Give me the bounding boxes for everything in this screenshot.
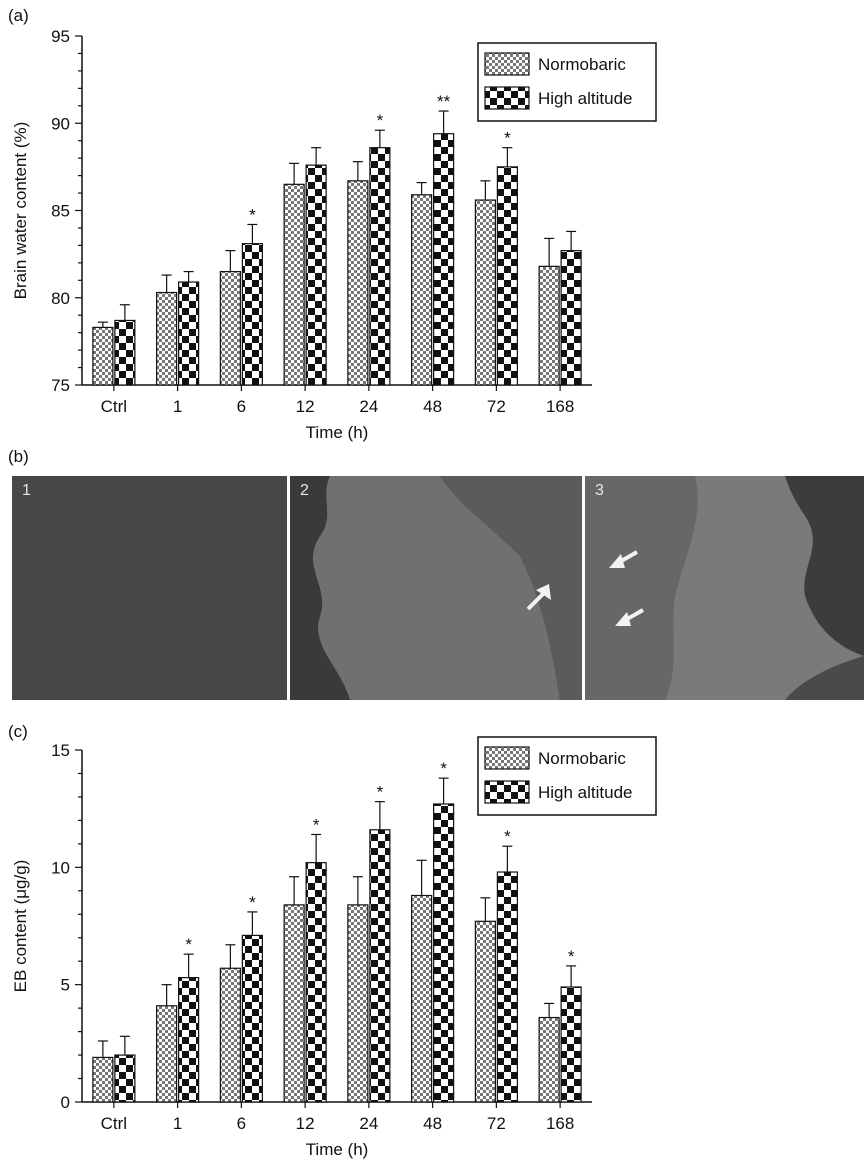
micrograph-2-label: 2 <box>300 482 309 499</box>
significance-marker: * <box>313 815 320 834</box>
significance-marker: * <box>249 205 256 224</box>
significance-marker: ** <box>437 92 451 111</box>
significance-marker: * <box>504 827 511 846</box>
x-tick-label: 1 <box>173 397 182 416</box>
bar-high-altitude <box>433 133 455 386</box>
significance-marker: * <box>377 111 384 130</box>
x-tick-label: 1 <box>173 1114 182 1133</box>
arrow-icon <box>609 550 638 568</box>
micrograph-1-label: 1 <box>22 482 31 499</box>
legend-swatch <box>484 780 530 804</box>
y-tick-label: 5 <box>61 976 70 995</box>
x-tick-label: 168 <box>546 397 574 416</box>
bar-high-altitude <box>496 166 518 386</box>
panel-label-a: (a) <box>8 6 29 25</box>
bar-high-altitude <box>178 977 200 1103</box>
x-axis-label: Time (h) <box>306 1140 369 1159</box>
bar-normobaric <box>538 1016 560 1103</box>
bar-normobaric <box>283 183 305 386</box>
x-tick-label: 48 <box>423 1114 442 1133</box>
legend-label: Normobaric <box>538 55 626 74</box>
panel-label-b: (b) <box>8 447 29 466</box>
bar-normobaric <box>219 270 241 386</box>
micrograph-1-image <box>12 476 287 700</box>
arrow-icon <box>526 584 551 611</box>
y-tick-label: 10 <box>51 858 70 877</box>
bar-high-altitude <box>496 871 518 1103</box>
micrograph-strip: 1 2 3 <box>0 476 864 700</box>
x-tick-label: 48 <box>423 397 442 416</box>
bar-normobaric <box>283 904 305 1103</box>
bar-normobaric <box>219 967 241 1103</box>
significance-marker: * <box>504 129 511 148</box>
y-tick-label: 95 <box>51 27 70 46</box>
legend-label: Normobaric <box>538 749 626 768</box>
x-tick-label: 12 <box>296 397 315 416</box>
legend-label: High altitude <box>538 783 633 802</box>
y-axis-label: Brain water content (%) <box>11 122 30 300</box>
bar-high-altitude <box>305 164 327 386</box>
x-tick-label: 6 <box>237 1114 246 1133</box>
bar-high-altitude <box>178 281 200 386</box>
y-tick-label: 80 <box>51 289 70 308</box>
y-tick-label: 75 <box>51 376 70 395</box>
arrow-icon <box>615 608 644 626</box>
x-tick-label: Ctrl <box>101 1114 127 1133</box>
bar-normobaric <box>347 180 369 386</box>
y-axis-label: EB content (μg/g) <box>11 860 30 993</box>
bar-normobaric <box>156 291 178 386</box>
bar-normobaric <box>411 194 433 386</box>
bar-high-altitude <box>433 803 455 1103</box>
bar-normobaric <box>92 1056 114 1103</box>
x-tick-label: 72 <box>487 397 506 416</box>
bar-normobaric <box>538 265 560 386</box>
bar-high-altitude <box>369 147 391 386</box>
micrograph-2: 2 <box>290 476 582 700</box>
brain-water-chart: 75 80 85 90 95 Ctrl 1 6 * 12 24 * 48 ** 72 * 168 Time (h)… <box>11 27 657 442</box>
bar-high-altitude <box>369 829 391 1103</box>
legend-swatch <box>484 86 530 110</box>
significance-marker: * <box>185 935 192 954</box>
x-tick-label: 24 <box>359 1114 378 1133</box>
bar-normobaric <box>474 920 496 1103</box>
x-tick-label: 72 <box>487 1114 506 1133</box>
bar-high-altitude <box>114 319 136 386</box>
bar-high-altitude <box>560 986 582 1103</box>
bar-normobaric <box>474 199 496 386</box>
significance-marker: * <box>249 893 256 912</box>
micrograph-2-image <box>290 476 582 700</box>
x-tick-label: Ctrl <box>101 397 127 416</box>
legend-swatch <box>484 746 530 770</box>
x-tick-label: 6 <box>237 397 246 416</box>
significance-marker: * <box>440 759 447 778</box>
bar-high-altitude <box>560 250 582 386</box>
bar-high-altitude <box>305 862 327 1103</box>
micrograph-3-label: 3 <box>595 482 604 499</box>
y-tick-label: 0 <box>61 1093 70 1112</box>
legend-label: High altitude <box>538 89 633 108</box>
bar-normobaric <box>156 1005 178 1103</box>
bar-high-altitude <box>241 243 263 386</box>
x-tick-label: 168 <box>546 1114 574 1133</box>
bar-normobaric <box>347 904 369 1103</box>
micrograph-3: 3 <box>585 476 864 700</box>
x-axis-label: Time (h) <box>306 423 369 442</box>
panel-label-c: (c) <box>8 722 28 741</box>
y-tick-label: 85 <box>51 202 70 221</box>
legend-swatch <box>484 52 530 76</box>
y-tick-label: 90 <box>51 114 70 133</box>
x-tick-label: 12 <box>296 1114 315 1133</box>
bar-high-altitude <box>241 934 263 1103</box>
eb-content-chart: 0 5 10 15 Ctrl 1 * 6 * 12 * 24 * 48 * 72 * 168 * Time (h) EB… <box>11 736 657 1159</box>
micrograph-3-image <box>585 476 864 700</box>
y-tick-label: 15 <box>51 741 70 760</box>
significance-marker: * <box>568 947 575 966</box>
bar-normobaric <box>92 326 114 386</box>
bar-high-altitude <box>114 1054 136 1103</box>
bar-normobaric <box>411 894 433 1103</box>
significance-marker: * <box>377 783 384 802</box>
x-tick-label: 24 <box>359 397 378 416</box>
micrograph-1: 1 <box>12 476 287 700</box>
